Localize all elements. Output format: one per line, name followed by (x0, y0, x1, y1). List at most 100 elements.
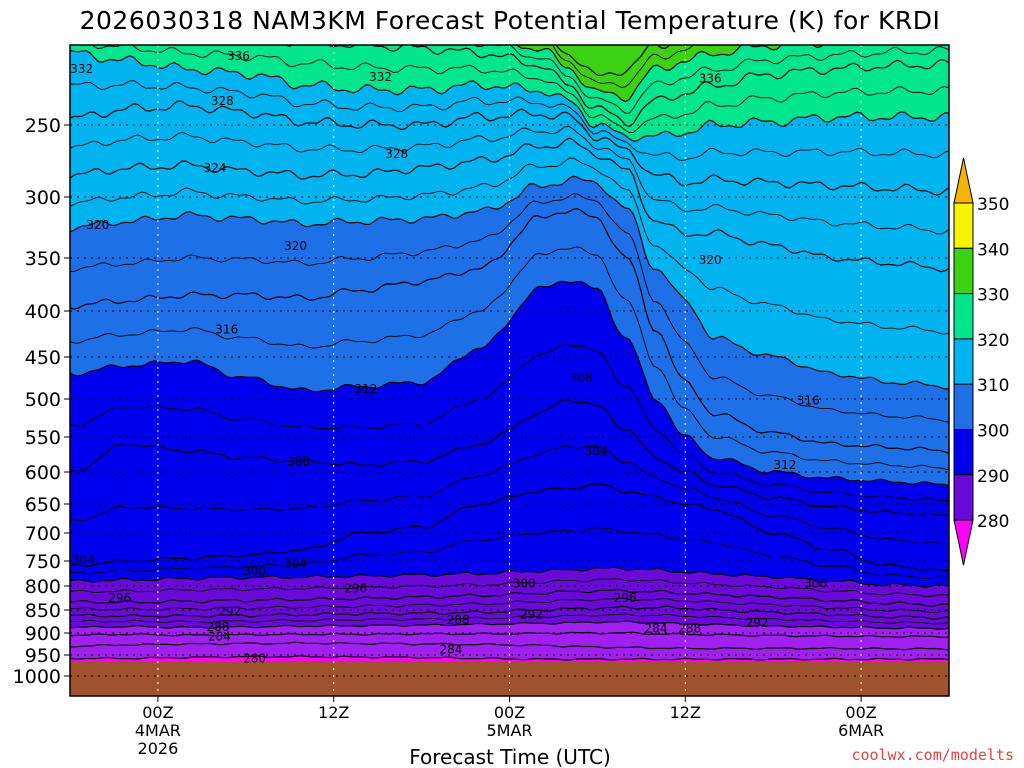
contour-label: 288 (207, 620, 230, 634)
x-tick-label: 00Z (142, 703, 173, 722)
contour-label: 332 (70, 62, 93, 76)
contour-mid-296 (70, 578, 949, 597)
grid-lines (70, 45, 949, 696)
contour-label: 336 (699, 72, 722, 86)
colorbar-box (953, 293, 974, 340)
contour-label: 324 (204, 161, 227, 175)
colorbar-label: 280 (977, 512, 1009, 532)
contour-label: 284 (645, 621, 668, 635)
contour-mid-332 (91, 45, 949, 134)
contour-label: 304 (72, 553, 95, 567)
x-tick-label: 00Z (494, 703, 525, 722)
colorbar-box (953, 202, 974, 249)
y-axis: 2503003504004505005506006507007508008509… (13, 115, 70, 688)
x-tick-label: 6MAR (838, 721, 884, 740)
contour-label: 308 (287, 455, 310, 469)
contour-label: 292 (520, 608, 543, 622)
contour-mid-304 (70, 445, 949, 545)
contour-labels: 336 332 332 336 328 328 324 320 320 320 316 312 316 3… (70, 49, 827, 665)
x-tick-label: 5MAR (486, 721, 532, 740)
contour-label: 312 (773, 458, 796, 472)
colorbar-label: 350 (977, 195, 1009, 215)
y-tick-label: 1000 (13, 666, 61, 688)
contour-label: 300 (513, 577, 536, 591)
x-tick-label: 4MAR (135, 721, 181, 740)
contour-mid-312 (70, 246, 949, 471)
contour-mid-290 (70, 613, 949, 625)
contour-label: 300 (804, 577, 827, 591)
colorbar-box (953, 383, 974, 431)
x-tick-label: 12Z (670, 703, 701, 722)
y-tick-label: 700 (25, 523, 61, 545)
x-tick-label: 12Z (318, 703, 349, 722)
contour-label: 308 (570, 371, 593, 385)
contour-mid-308 (70, 344, 949, 502)
y-tick-label: 500 (25, 389, 61, 411)
contour-label: 288 (678, 621, 701, 635)
y-tick-label: 950 (25, 645, 61, 667)
x-tick-label: 2026 (138, 739, 179, 758)
colorbar-label: 340 (977, 240, 1009, 260)
contour-label: 292 (218, 604, 241, 618)
y-tick-label: 750 (25, 551, 61, 573)
contour-312 (70, 280, 949, 487)
credit-text: coolwx.com/modelts (851, 746, 1014, 764)
contour-label: 328 (211, 94, 234, 108)
contour-label: 296 (344, 581, 367, 595)
contour-label: 284 (208, 630, 231, 644)
colorbar-label: 290 (977, 467, 1009, 487)
colorbar-label: 310 (977, 376, 1009, 396)
contour-332 (70, 49, 949, 142)
contour-label: 292 (746, 616, 769, 630)
contour-label: 320 (284, 239, 307, 253)
colorbar-label: 300 (977, 422, 1009, 442)
colorbar-box (953, 429, 974, 476)
contour-label: 312 (354, 382, 377, 396)
y-tick-label: 850 (25, 600, 61, 622)
contour-290 (70, 620, 949, 630)
y-tick-label: 550 (25, 427, 61, 449)
contour-280 (70, 655, 949, 661)
contour-324 (70, 137, 949, 273)
colorbar-top-arrow (953, 157, 974, 204)
x-axis-label: Forecast Time (UTC) (409, 745, 611, 768)
contour-label: 316 (797, 394, 820, 408)
contour-label: 280 (243, 651, 266, 665)
colorbar-box (953, 474, 974, 521)
colorbar-label: 330 (977, 286, 1009, 306)
contour-label: 316 (215, 322, 238, 336)
contour-320 (70, 175, 949, 390)
contour-label: 304 (584, 444, 607, 458)
contour-mid-292 (70, 597, 949, 614)
contour-296 (70, 588, 949, 607)
plot-area (70, 45, 949, 696)
contour-label: 336 (227, 49, 250, 63)
contour-label: 296 (614, 591, 637, 605)
contour-mid-336 (473, 45, 949, 114)
contour-label: 288 (447, 613, 470, 627)
contour-label: 328 (385, 147, 408, 161)
colorbar-box (953, 338, 974, 385)
contour-label: 320 (86, 218, 109, 232)
y-tick-label: 450 (25, 347, 61, 369)
chart-title: 2026030318 NAM3KM Forecast Potential Tem… (80, 6, 941, 35)
colorbar-label: 320 (977, 331, 1009, 351)
contour-label: 304 (284, 557, 307, 571)
contour-308 (70, 398, 949, 517)
y-tick-label: 800 (25, 576, 61, 598)
contour-mid-316 (70, 193, 949, 423)
y-tick-label: 650 (25, 494, 61, 516)
colorbar-bottom-arrow (953, 519, 974, 566)
colorbar-box (953, 247, 974, 295)
y-tick-label: 400 (25, 301, 61, 323)
contour-292 (70, 605, 949, 620)
x-tick-label: 00Z (845, 703, 876, 722)
contour-label: 320 (699, 253, 722, 267)
y-tick-label: 600 (25, 462, 61, 484)
contour-label: 332 (369, 70, 392, 84)
contour-label: 284 (439, 642, 462, 656)
y-tick-label: 250 (25, 115, 61, 137)
contour-304 (70, 483, 949, 572)
